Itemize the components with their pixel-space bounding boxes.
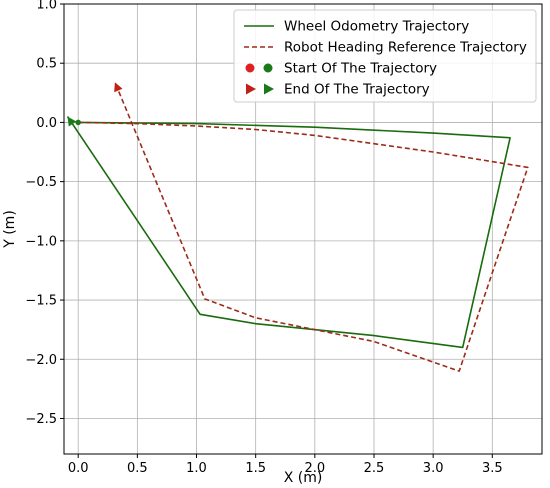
legend-label-0: Wheel Odometry Trajectory [284, 19, 469, 35]
y-tick-label: 0.5 [36, 57, 57, 72]
y-axis-label: Y (m) [2, 210, 18, 249]
legend-end-triangle-green [264, 83, 274, 95]
y-tick-label: 1.0 [36, 0, 57, 13]
legend-start-dot-green [263, 63, 273, 73]
x-tick-label: 3.0 [423, 461, 444, 476]
end-marker-1 [114, 82, 123, 93]
series-line-0 [66, 116, 511, 349]
y-tick-label: −1.0 [25, 234, 57, 249]
y-tick-label: −2.5 [25, 412, 57, 427]
x-tick-label: 1.0 [186, 461, 207, 476]
legend-label-1: Robot Heading Reference Trajectory [284, 40, 527, 56]
y-tick-label: −1.5 [25, 294, 57, 309]
legend-start-dot-red [245, 63, 255, 73]
markers-group [67, 82, 123, 127]
start-marker [75, 119, 81, 126]
legend-end-triangle-red [246, 83, 256, 95]
x-tick-label: 2.5 [364, 461, 385, 476]
end-marker-0 [67, 116, 77, 127]
series-group [66, 81, 529, 372]
x-tick-label: 3.5 [482, 461, 503, 476]
x-axis-label: X (m) [284, 470, 323, 486]
x-tick-label: 0.0 [68, 461, 89, 476]
legend: Wheel Odometry Trajectory Robot Heading R… [233, 9, 537, 103]
x-tick-label: 2.0 [304, 461, 325, 476]
legend-label-3: End Of The Trajectory [284, 82, 430, 98]
plot-frame [63, 3, 543, 455]
legend-box [233, 9, 537, 103]
legend-label-2: Start Of The Trajectory [284, 61, 437, 77]
x-tick-label: 0.5 [127, 461, 148, 476]
ticks: 0.0 0.5 1.0 1.5 2.0 2.5 3.0 3.5 1.0 0.5 0.0 −0.5 −1.… [25, 0, 502, 476]
series-line-1 [78, 81, 529, 372]
y-tick-label: −2.0 [25, 353, 57, 368]
y-tick-label: −0.5 [25, 175, 57, 190]
x-tick-label: 1.5 [245, 461, 266, 476]
y-tick-label: 0.0 [36, 116, 57, 131]
